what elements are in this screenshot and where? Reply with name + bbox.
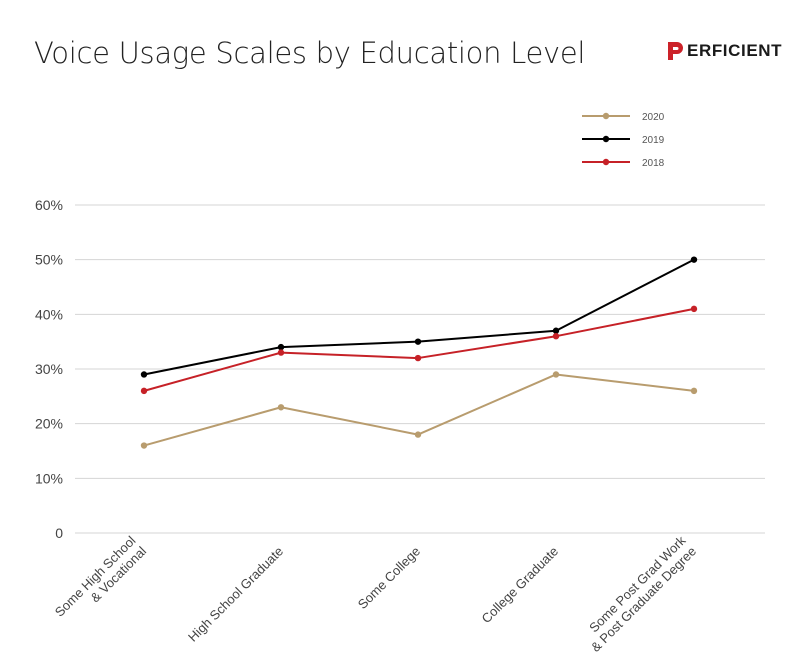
y-tick-label: 30%: [35, 361, 63, 377]
perficient-logo-mark-icon: [668, 42, 683, 60]
perficient-logo: ERFICIENT: [666, 40, 782, 62]
data-point-2019: [552, 327, 560, 334]
data-point-2020: [277, 404, 285, 411]
chart-title: Voice Usage Scales by Education Level: [34, 36, 586, 70]
y-tick-label: 60%: [35, 197, 63, 213]
legend-label: 2020: [642, 112, 665, 123]
data-point-2018: [277, 349, 285, 356]
data-point-2020: [552, 371, 560, 378]
legend-item-2019: 2019: [582, 135, 665, 146]
x-tick-label: Some College: [355, 544, 423, 612]
x-category-label: College Graduate: [478, 544, 561, 627]
legend-label: 2019: [642, 135, 665, 146]
x-category-label: Some College: [355, 544, 423, 612]
x-tick-label: Some Post Grad Work: [586, 533, 689, 636]
data-point-2020: [140, 442, 148, 449]
x-category-label: Some Post Grad Work& Post Graduate Degre…: [586, 533, 699, 655]
y-tick-label: 40%: [35, 306, 63, 322]
y-tick-label: 50%: [35, 252, 63, 268]
data-point-2018: [140, 387, 148, 395]
data-point-2019: [414, 338, 422, 345]
legend-swatch-point: [602, 112, 610, 120]
legend-item-2018: 2018: [582, 158, 665, 169]
y-tick-label: 0: [55, 525, 63, 541]
legend-item-2020: 2020: [582, 112, 665, 123]
logo-text: ERFICIENT: [687, 41, 783, 60]
x-tick-label: & Post Graduate Degree: [588, 544, 699, 655]
legend-label: 2018: [642, 158, 665, 169]
x-tick-label: College Graduate: [478, 544, 561, 627]
data-point-2019: [690, 256, 698, 263]
series-line-2018: [143, 307, 695, 392]
x-category-label: High School Graduate: [185, 544, 286, 645]
y-tick-label: 20%: [35, 416, 63, 432]
y-tick-label: 10%: [35, 470, 63, 486]
legend-swatch-point: [602, 135, 610, 143]
data-point-2019: [277, 343, 285, 351]
data-point-2019: [140, 371, 148, 378]
data-point-2020: [414, 431, 422, 438]
data-point-2020: [690, 387, 698, 395]
data-point-2018: [690, 305, 698, 313]
data-point-2018: [552, 333, 560, 340]
x-category-label: Some High School& Vocational: [52, 533, 149, 620]
x-tick-label: High School Graduate: [185, 544, 286, 645]
legend-swatch-point: [602, 158, 610, 166]
data-point-2018: [414, 354, 422, 362]
